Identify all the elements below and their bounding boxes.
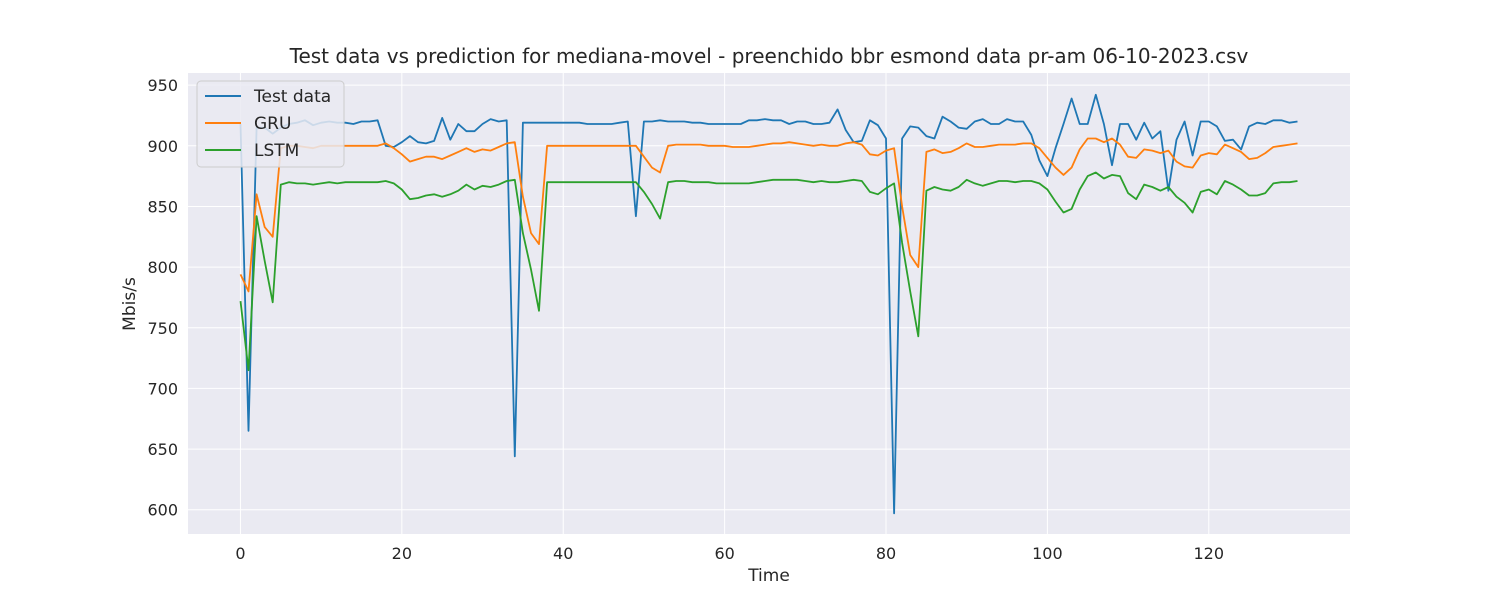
legend-box — [196, 80, 345, 168]
series-lines — [239, 93, 1298, 515]
x-tick-label: 20 — [392, 544, 412, 563]
x-tick-label: 100 — [1032, 544, 1063, 563]
y-axis-ticks: 600 650 700 750 800 850 900 950 — [147, 76, 178, 520]
grid-lines — [188, 73, 1350, 534]
y-tick-label: 950 — [147, 76, 178, 95]
x-axis-label: Time — [747, 566, 790, 586]
y-tick-label: 750 — [147, 319, 178, 338]
series-line-lstm — [239, 171, 1298, 372]
y-tick-label: 700 — [147, 379, 178, 398]
legend-label-test-data: Test data — [253, 87, 331, 107]
series-line-gru — [239, 137, 1298, 293]
x-tick-label: 40 — [553, 544, 573, 563]
series-line-test-data — [239, 93, 1298, 515]
x-tick-label: 0 — [235, 544, 245, 563]
y-tick-label: 850 — [147, 197, 178, 216]
x-axis-ticks: 0 20 40 60 80 100 120 — [235, 544, 1224, 563]
x-tick-label: 60 — [714, 544, 734, 563]
y-tick-label: 650 — [147, 440, 178, 459]
legend: Test data GRU LSTM — [196, 80, 345, 168]
y-axis-label: Mbis/s — [120, 277, 140, 331]
x-tick-label: 80 — [876, 544, 896, 563]
y-tick-label: 900 — [147, 137, 178, 156]
legend-label-lstm: LSTM — [254, 141, 299, 161]
y-tick-label: 800 — [147, 258, 178, 277]
plot-area — [188, 73, 1350, 534]
x-tick-label: 120 — [1194, 544, 1225, 563]
chart-title: Test data vs prediction for mediana-move… — [289, 44, 1249, 68]
y-tick-label: 600 — [147, 501, 178, 520]
legend-label-gru: GRU — [254, 114, 291, 134]
